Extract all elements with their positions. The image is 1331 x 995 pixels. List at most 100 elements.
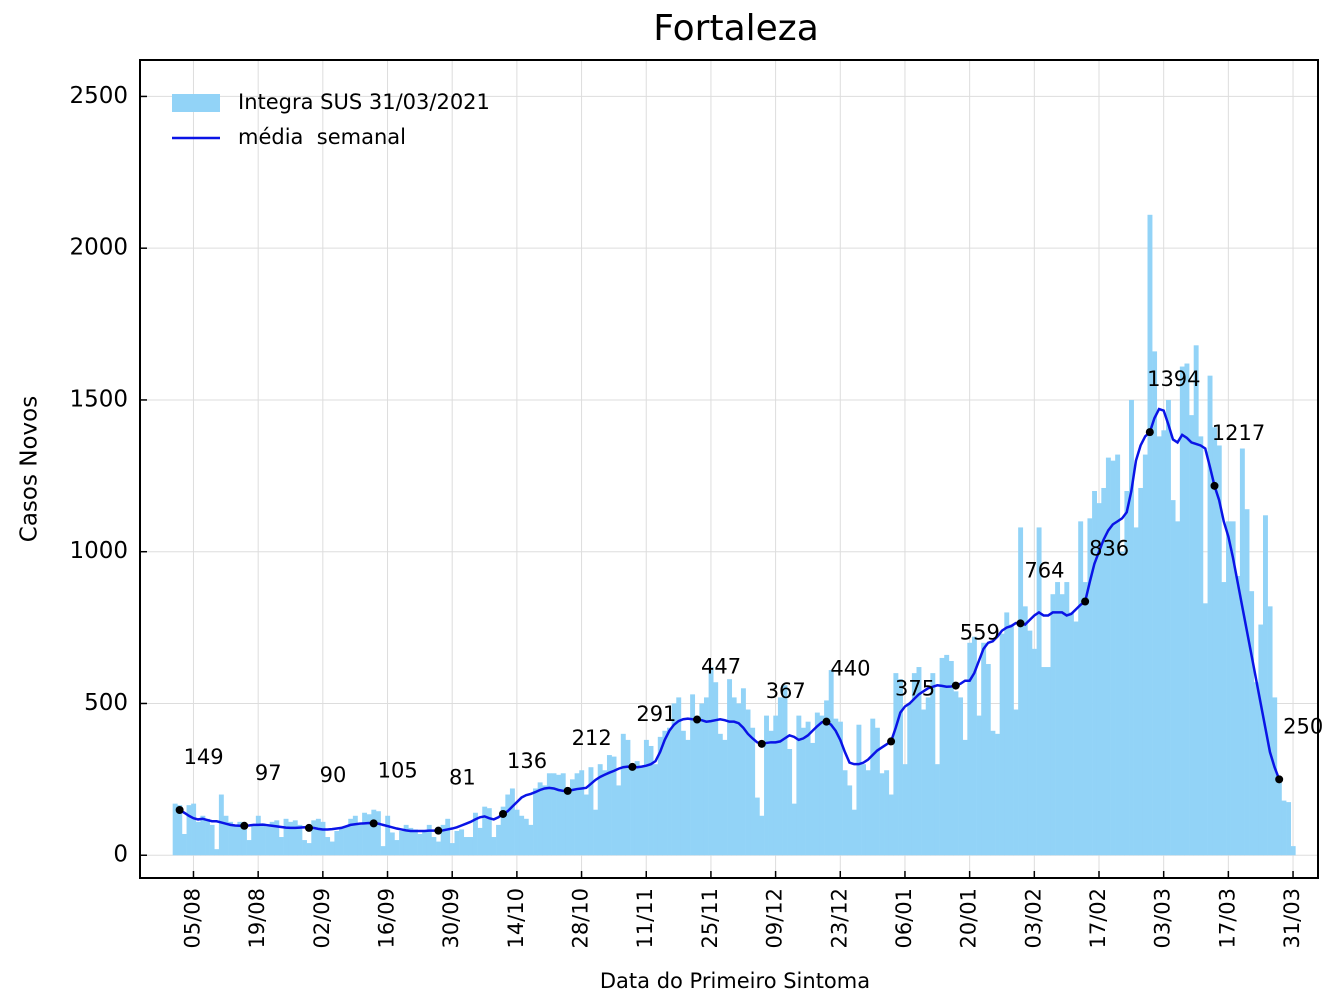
bar: [472, 812, 478, 856]
bar: [1272, 697, 1278, 856]
bar: [1032, 648, 1037, 856]
bar: [630, 767, 635, 856]
y-tick-label: 500: [84, 690, 128, 716]
y-tick-label: 2500: [69, 83, 128, 109]
bar: [431, 837, 437, 856]
point-marker: [693, 715, 702, 724]
bar: [981, 642, 987, 856]
bar: [639, 767, 645, 856]
bar: [948, 660, 954, 856]
bar: [1152, 351, 1158, 856]
bar: [1175, 521, 1181, 856]
bar: [680, 730, 686, 856]
bar: [1027, 630, 1033, 856]
bar: [824, 700, 830, 856]
x-tick-label: 03/02: [1021, 888, 1045, 949]
point-marker: [369, 819, 378, 828]
bar: [1013, 709, 1019, 856]
point-marker: [1016, 619, 1025, 628]
bar: [768, 730, 774, 856]
bar: [218, 794, 224, 856]
bar: [1230, 521, 1236, 856]
bar: [625, 739, 631, 856]
bar: [1249, 591, 1255, 856]
y-tick-label: 0: [113, 842, 128, 868]
bar: [870, 718, 876, 856]
bar: [837, 721, 843, 856]
bar: [976, 715, 982, 856]
bar: [1124, 491, 1130, 856]
bar: [1018, 527, 1024, 856]
bar: [177, 805, 183, 856]
x-tick-label: 05/08: [180, 888, 204, 949]
bar: [523, 818, 529, 856]
bar: [292, 820, 298, 856]
data-label: 250: [1283, 714, 1323, 738]
x-tick-label: 06/01: [892, 888, 916, 949]
bar: [514, 809, 520, 856]
bar: [251, 824, 257, 856]
bar: [325, 837, 331, 856]
bar: [967, 642, 973, 856]
bar: [842, 770, 848, 856]
bar: [1055, 582, 1061, 856]
y-tick-label: 2000: [69, 235, 128, 261]
bar: [934, 764, 940, 856]
bar: [602, 770, 608, 856]
line: [178, 407, 1281, 833]
x-tick-label: 23/12: [827, 888, 851, 949]
bar: [412, 829, 418, 856]
bar: [1119, 551, 1125, 856]
x-tick-label: 09/12: [763, 888, 787, 949]
data-label: 81: [449, 766, 476, 790]
bar: [814, 712, 820, 856]
bar: [380, 846, 386, 856]
bar: [496, 824, 502, 856]
bar: [288, 821, 294, 856]
bar: [958, 697, 964, 856]
bar: [611, 756, 617, 856]
bar: [542, 785, 548, 856]
data-label: 136: [507, 749, 547, 773]
bar: [477, 827, 483, 856]
bar: [990, 730, 996, 856]
bar: [195, 821, 201, 856]
bar: [459, 829, 465, 856]
bar: [819, 715, 825, 856]
x-tick-label: 20/01: [957, 888, 981, 949]
bar: [1147, 214, 1153, 856]
bar: [417, 833, 423, 856]
bar: [297, 824, 303, 856]
bar: [1184, 363, 1190, 856]
bar: [449, 843, 455, 856]
data-label: 90: [320, 763, 347, 787]
bar: [260, 823, 266, 856]
bar: [662, 730, 668, 856]
x-tick-label: 17/03: [1215, 888, 1239, 949]
data-label: 149: [184, 745, 224, 769]
bar: [773, 715, 779, 856]
bar: [1221, 582, 1227, 856]
x-axis-label: Data do Primeiro Sintoma: [600, 969, 870, 993]
bar: [801, 727, 806, 856]
bar: [1041, 667, 1047, 856]
bar: [537, 782, 543, 856]
bar: [861, 764, 866, 856]
bar: [394, 840, 400, 856]
bar: [445, 818, 451, 856]
point-marker: [175, 806, 184, 815]
bar: [865, 770, 871, 856]
data-label: 559: [960, 621, 1000, 645]
bar: [375, 811, 381, 856]
bar: [1276, 779, 1282, 856]
bar: [717, 733, 723, 856]
bar: [352, 815, 358, 856]
bar: [1101, 487, 1107, 856]
bar: [620, 733, 626, 856]
data-label: 291: [636, 702, 676, 726]
bar: [1008, 624, 1014, 856]
bar: [759, 815, 765, 856]
bar: [787, 749, 793, 856]
point-marker: [1210, 481, 1219, 490]
